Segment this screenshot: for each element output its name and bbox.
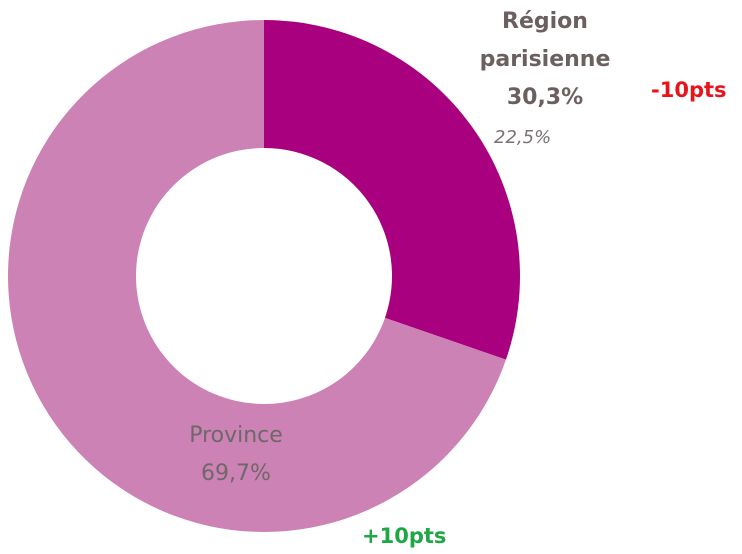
donut-slice	[264, 20, 520, 360]
category-label: Province	[189, 423, 283, 448]
value-label: 69,7%	[201, 461, 271, 486]
change-annotation: -10pts	[651, 78, 727, 102]
category-label: Région parisienne	[479, 9, 611, 72]
slice-label: Province 69,7%	[136, 417, 336, 493]
donut-slice	[8, 20, 506, 532]
value-label: 30,3%	[506, 85, 584, 110]
previous-value: 22,5%	[494, 127, 552, 148]
change-annotation: +10pts	[362, 524, 447, 548]
slice-label: Région parisienne 30,3%	[460, 3, 630, 117]
